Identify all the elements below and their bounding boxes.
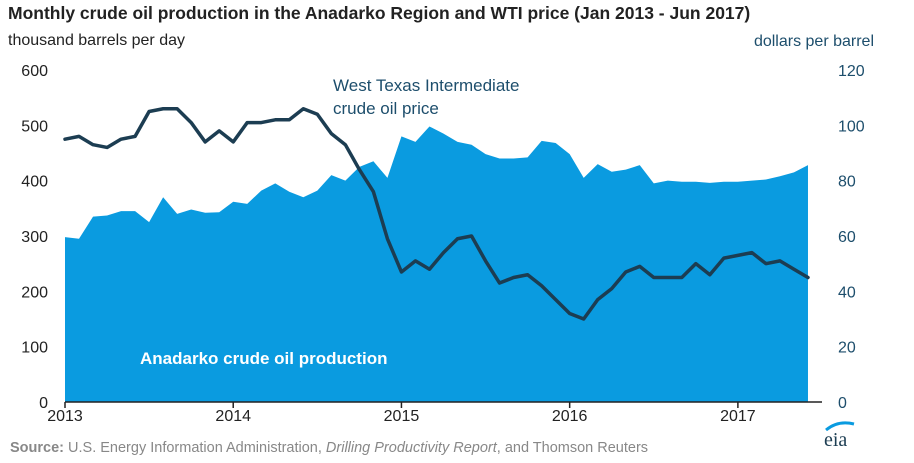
chart-title: Monthly crude oil production in the Anad…	[8, 3, 751, 23]
source-note: Source: U.S. Energy Information Administ…	[10, 440, 648, 456]
left-tick-label: 0	[39, 395, 48, 412]
source-text-2: , and Thomson Reuters	[496, 440, 649, 456]
x-tick-label: 2013	[47, 408, 83, 425]
left-axis-label: thousand barrels per day	[8, 32, 185, 49]
x-tick-label: 2015	[384, 408, 420, 425]
left-tick-label: 400	[21, 174, 48, 191]
right-tick-label: 20	[838, 340, 856, 357]
right-tick-label: 100	[838, 118, 865, 135]
x-tick-label: 2016	[552, 408, 588, 425]
right-tick-label: 60	[838, 229, 856, 246]
eia-logo: eia	[824, 421, 855, 450]
production-area-layer	[65, 126, 808, 402]
left-tick-label: 100	[21, 340, 48, 357]
x-tick-label: 2017	[720, 408, 756, 425]
price-line	[63, 106, 810, 321]
left-tick-label: 300	[21, 229, 48, 246]
left-tick-label: 500	[21, 118, 48, 135]
tick-layer: 2013 2014 2015 2016 2017 0 100 200 300 400 500 600 0…	[21, 63, 865, 425]
production-annotation: Anadarko crude oil production	[140, 349, 387, 368]
source-label: Source:	[10, 440, 64, 456]
left-tick-label: 200	[21, 284, 48, 301]
left-tick-label: 600	[21, 63, 48, 80]
price-annotation-line2: crude oil price	[333, 99, 439, 118]
eia-logo-text: eia	[824, 429, 847, 450]
source-text-1: U.S. Energy Information Administration,	[64, 440, 326, 456]
annotation-layer: West Texas Intermediate crude oil price …	[140, 76, 519, 368]
right-tick-label: 120	[838, 63, 865, 80]
production-area	[65, 126, 808, 402]
eia-logo-arc	[825, 421, 855, 432]
right-tick-label: 80	[838, 174, 856, 191]
price-line-layer	[63, 106, 810, 321]
price-annotation-line1: West Texas Intermediate	[333, 76, 519, 95]
right-axis-label: dollars per barrel	[753, 33, 874, 50]
right-tick-label: 40	[838, 284, 856, 301]
right-tick-label: 0	[838, 395, 847, 412]
x-tick-label: 2014	[215, 408, 251, 425]
source-report-name: Drilling Productivity Report	[325, 440, 497, 456]
